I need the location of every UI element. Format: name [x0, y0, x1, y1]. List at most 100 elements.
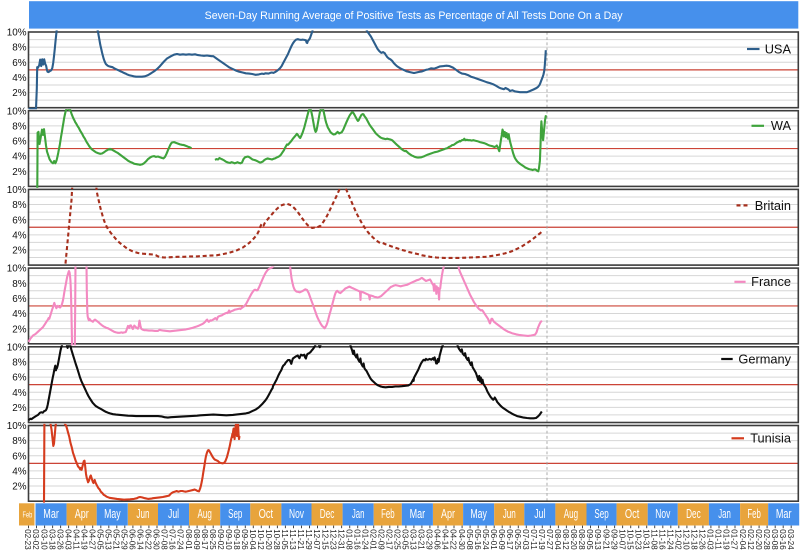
svg-text:09-29: 09-29	[609, 529, 619, 550]
svg-text:04-19: 04-19	[79, 529, 89, 550]
svg-text:03-24: 03-24	[786, 529, 796, 550]
svg-text:03-13: 03-13	[409, 529, 419, 550]
svg-text:10%: 10%	[7, 106, 27, 117]
svg-text:09-13: 09-13	[593, 529, 603, 550]
svg-text:06-25: 06-25	[513, 529, 523, 550]
svg-text:10-20: 10-20	[264, 529, 274, 550]
svg-text:03-02: 03-02	[31, 529, 41, 550]
svg-text:11-16: 11-16	[658, 529, 668, 550]
svg-text:11-13: 11-13	[288, 529, 298, 550]
svg-text:May: May	[104, 507, 121, 521]
svg-text:4%: 4%	[12, 388, 26, 399]
svg-text:07-19: 07-19	[537, 529, 547, 550]
svg-text:05-24: 05-24	[481, 529, 491, 550]
svg-text:10-04: 10-04	[248, 529, 258, 550]
svg-text:6%: 6%	[12, 451, 26, 462]
svg-text:Jun: Jun	[136, 507, 149, 521]
svg-text:04-14: 04-14	[441, 529, 451, 550]
svg-text:12-15: 12-15	[320, 529, 330, 550]
svg-text:08-01: 08-01	[184, 529, 194, 550]
svg-text:03-16: 03-16	[778, 529, 788, 550]
svg-text:Aug: Aug	[564, 507, 578, 521]
svg-text:09-10: 09-10	[224, 529, 234, 550]
svg-text:10%: 10%	[7, 264, 27, 275]
svg-text:04-03: 04-03	[63, 529, 73, 550]
svg-text:Tunisia: Tunisia	[750, 431, 792, 446]
svg-text:08-25: 08-25	[208, 529, 218, 550]
svg-text:04-11: 04-11	[71, 529, 81, 550]
svg-text:05-16: 05-16	[473, 529, 483, 550]
svg-text:2%: 2%	[12, 246, 26, 257]
svg-text:Feb: Feb	[747, 507, 761, 521]
svg-text:02-12: 02-12	[746, 529, 756, 550]
svg-text:Oct: Oct	[625, 507, 640, 521]
svg-text:12-23: 12-23	[328, 529, 338, 550]
svg-text:Mar: Mar	[410, 507, 426, 521]
svg-text:01-11: 01-11	[714, 529, 724, 550]
svg-text:07-08: 07-08	[160, 529, 170, 550]
svg-text:Sep: Sep	[594, 507, 608, 521]
svg-text:04-27: 04-27	[87, 529, 97, 550]
svg-text:07-27: 07-27	[545, 529, 555, 550]
svg-text:02-09: 02-09	[377, 529, 387, 550]
svg-text:07-11: 07-11	[529, 529, 539, 550]
svg-text:08-17: 08-17	[200, 529, 210, 550]
svg-text:8%: 8%	[12, 358, 26, 369]
svg-text:10%: 10%	[7, 421, 27, 432]
svg-text:03-21: 03-21	[417, 529, 427, 550]
svg-text:Apr: Apr	[75, 507, 89, 521]
svg-text:Germany: Germany	[738, 351, 791, 366]
svg-text:11-29: 11-29	[304, 529, 314, 550]
svg-text:4%: 4%	[12, 152, 26, 163]
svg-text:Jul: Jul	[534, 507, 545, 521]
svg-text:Feb: Feb	[381, 507, 395, 521]
svg-text:Oct: Oct	[259, 507, 274, 521]
svg-text:03-05: 03-05	[401, 529, 411, 550]
svg-text:Jan: Jan	[718, 507, 731, 521]
svg-text:01-08: 01-08	[344, 529, 354, 550]
svg-text:6%: 6%	[12, 58, 26, 69]
svg-text:08-12: 08-12	[561, 529, 571, 550]
svg-text:09-26: 09-26	[240, 529, 250, 550]
svg-text:05-21: 05-21	[112, 529, 122, 550]
svg-text:12-07: 12-07	[312, 529, 322, 550]
svg-text:02-28: 02-28	[762, 529, 772, 550]
svg-text:4%: 4%	[12, 467, 26, 478]
svg-text:8%: 8%	[12, 43, 26, 54]
svg-text:8%: 8%	[12, 436, 26, 447]
svg-text:01-24: 01-24	[360, 529, 370, 550]
svg-text:04-06: 04-06	[433, 529, 443, 550]
svg-text:08-04: 08-04	[553, 529, 563, 550]
svg-text:10-28: 10-28	[272, 529, 282, 550]
svg-text:12-31: 12-31	[336, 529, 346, 550]
svg-text:10-15: 10-15	[625, 529, 635, 550]
svg-text:Nov: Nov	[655, 507, 670, 521]
svg-text:11-08: 11-08	[649, 529, 659, 550]
svg-text:Jun: Jun	[503, 507, 516, 521]
svg-text:Mar: Mar	[776, 507, 792, 521]
svg-text:12-26: 12-26	[698, 529, 708, 550]
svg-text:03-10: 03-10	[39, 529, 49, 550]
svg-text:Jan: Jan	[352, 507, 365, 521]
svg-text:France: France	[751, 274, 791, 289]
svg-text:12-18: 12-18	[690, 529, 700, 550]
svg-text:06-30: 06-30	[152, 529, 162, 550]
svg-text:8%: 8%	[12, 121, 26, 132]
svg-text:Jul: Jul	[168, 507, 179, 521]
svg-text:03-08: 03-08	[770, 529, 780, 550]
svg-text:10-31: 10-31	[641, 529, 651, 550]
svg-text:02-20: 02-20	[754, 529, 764, 550]
svg-text:02-17: 02-17	[385, 529, 395, 550]
svg-text:01-03: 01-03	[706, 529, 716, 550]
svg-text:08-09: 08-09	[192, 529, 202, 550]
svg-text:06-06: 06-06	[128, 529, 138, 550]
svg-text:2%: 2%	[12, 324, 26, 335]
svg-text:06-22: 06-22	[144, 529, 154, 550]
svg-text:Dec: Dec	[686, 507, 701, 521]
svg-text:6%: 6%	[12, 373, 26, 384]
svg-text:12-02: 12-02	[674, 529, 684, 550]
svg-text:05-13: 05-13	[104, 529, 114, 550]
svg-text:04-22: 04-22	[449, 529, 459, 550]
svg-text:10%: 10%	[7, 28, 27, 39]
svg-text:08-28: 08-28	[577, 529, 587, 550]
